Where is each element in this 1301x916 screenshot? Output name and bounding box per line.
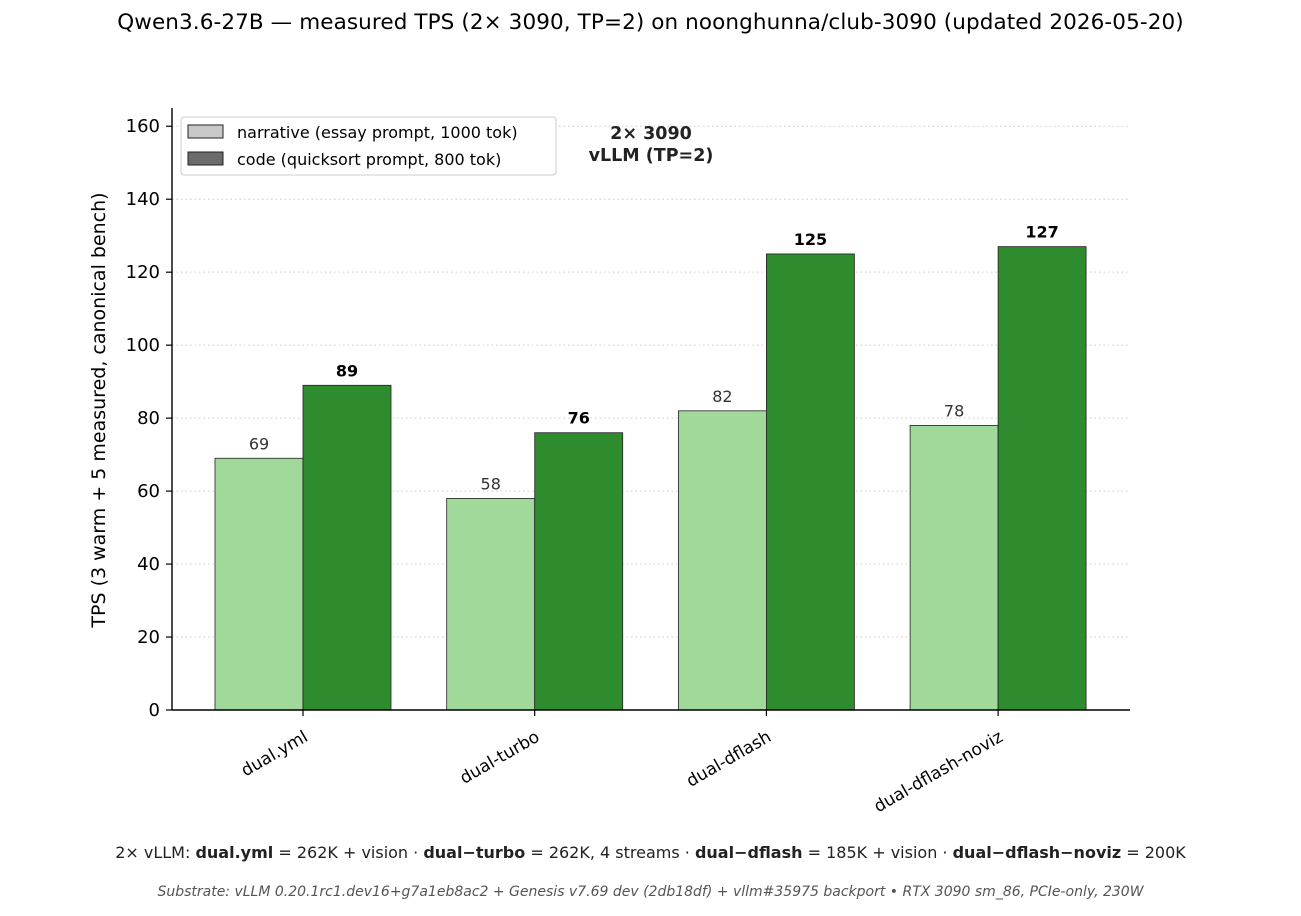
bar-value-label: 89 [336, 361, 358, 380]
legend-label: narrative (essay prompt, 1000 tok) [237, 123, 518, 142]
bar-code [766, 253, 855, 711]
bar-value-label: 125 [794, 230, 827, 249]
bar-value-label: 82 [712, 387, 732, 406]
bar-code [534, 432, 624, 711]
bar-value-label: 58 [481, 474, 501, 493]
chart-title: Qwen3.6-27B — measured TPS (2× 3090, TP=… [117, 10, 1184, 35]
bar-narrative [214, 457, 304, 711]
x-tick-label: dual-dflash-noviz [871, 727, 1007, 817]
footer-substrate: Substrate: vLLM 0.20.1rc1.dev16+g7a1eb8a… [157, 884, 1144, 900]
footer-config-desc: = 185K + vision [802, 843, 938, 862]
y-tick-label: 0 [149, 700, 160, 721]
x-tick-label: dual.yml [238, 727, 312, 781]
bar-value-label: 69 [249, 434, 269, 453]
bar-narrative [678, 410, 767, 711]
footer-separator: · [408, 843, 424, 862]
y-tick-label: 100 [126, 335, 160, 356]
y-tick-label: 80 [137, 408, 160, 429]
y-axis-label: TPS (3 warm + 5 measured, canonical benc… [88, 192, 110, 628]
footer-config-name: dual−dflash−noviz [952, 843, 1122, 862]
x-tick-label: dual-dflash [683, 727, 775, 792]
footer-separator: · [937, 843, 953, 862]
footer-config-summary: 2× vLLM: dual.yml = 262K + vision · dual… [0, 843, 1301, 862]
y-tick-label: 140 [126, 189, 160, 210]
y-tick-label: 160 [126, 116, 160, 137]
y-tick-label: 60 [137, 481, 160, 502]
legend-label: code (quicksort prompt, 800 tok) [237, 150, 501, 169]
legend-swatch [187, 124, 224, 139]
footer-config-name: dual.yml [195, 843, 274, 862]
y-tick-label: 40 [137, 554, 160, 575]
y-tick-label: 20 [137, 627, 160, 648]
footer-config-desc: = 200K [1121, 843, 1186, 862]
y-tick-label: 120 [126, 262, 160, 283]
legend-box [180, 116, 557, 176]
footer-config-name: dual−turbo [423, 843, 526, 862]
bar-narrative [446, 497, 536, 711]
chart-annotation: 2× 3090 [610, 124, 692, 144]
footer-config-name: dual−dflash [694, 843, 803, 862]
footer-prefix: 2× vLLM: [115, 843, 196, 862]
bar-code [302, 384, 392, 711]
bar-value-label: 76 [568, 409, 590, 428]
legend-swatch [187, 151, 224, 166]
chart-annotation: vLLM (TP=2) [589, 146, 714, 166]
x-tick-label: dual-turbo [457, 727, 544, 789]
bar-value-label: 78 [944, 401, 964, 420]
footer-config-desc: = 262K + vision [273, 843, 409, 862]
bar-code [997, 246, 1087, 711]
footer-separator: · [679, 843, 695, 862]
bar-value-label: 127 [1025, 223, 1058, 242]
footer-config-desc: = 262K, 4 streams [525, 843, 680, 862]
bar-narrative [909, 425, 999, 711]
